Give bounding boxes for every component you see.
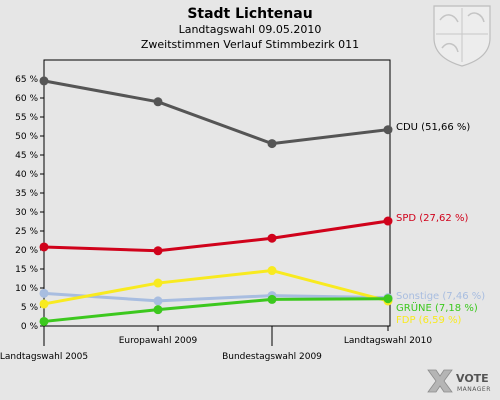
plot-frame — [43, 59, 391, 327]
y-tick-label: 5 % — [21, 303, 39, 313]
brand-name: VOTE — [456, 372, 489, 385]
data-point-cdu — [153, 97, 163, 107]
x-tick-label: Landtagswahl 2010 — [344, 336, 433, 346]
chart-subtitle-1: Landtagswahl 09.05.2010 — [179, 23, 322, 36]
series-line-gruene — [43, 297, 389, 323]
y-tick-label: 65 % — [15, 75, 38, 85]
y-tick-label: 0 % — [21, 322, 39, 332]
y-tick-label: 40 % — [15, 170, 38, 180]
y-tick-label: 35 % — [15, 189, 38, 199]
y-tick-label: 25 % — [15, 227, 38, 237]
series-label-sonstige: Sonstige (7,46 %) — [396, 291, 485, 302]
series-lines — [39, 76, 393, 326]
data-point-gruene — [39, 316, 49, 326]
y-tick-label: 10 % — [15, 284, 38, 294]
x-tick-label: Bundestagswahl 2009 — [222, 352, 322, 362]
series-line-fdp — [43, 269, 389, 306]
data-point-gruene — [153, 305, 163, 315]
x-tick-label: Europawahl 2009 — [119, 336, 198, 346]
votemanager-x-icon — [427, 369, 453, 393]
y-tick-label: 60 % — [15, 94, 38, 104]
data-point-spd — [383, 216, 393, 226]
data-point-gruene — [267, 294, 277, 304]
series-label-spd: SPD (27,62 %) — [396, 213, 468, 224]
series-line-cdu — [43, 79, 389, 146]
data-point-sonstige — [153, 296, 163, 306]
data-point-cdu — [267, 139, 277, 149]
y-tick-label: 55 % — [15, 113, 38, 123]
y-tick-label: 30 % — [15, 208, 38, 218]
data-point-sonstige — [39, 288, 49, 298]
brand-sub: MANAGER — [457, 386, 491, 393]
data-point-cdu — [39, 76, 49, 86]
series-line-sonstige — [43, 291, 389, 303]
series-line-spd — [43, 219, 389, 253]
data-point-spd — [267, 233, 277, 243]
data-point-spd — [39, 242, 49, 252]
data-point-fdp — [267, 266, 277, 276]
data-point-fdp — [153, 278, 163, 288]
chart-subtitle-2: Zweitstimmen Verlauf Stimmbezirk 011 — [141, 38, 359, 51]
data-point-spd — [153, 246, 163, 256]
coat-of-arms-icon — [433, 5, 491, 67]
y-tick-label: 20 % — [15, 246, 38, 256]
chart-title: Stadt Lichtenau — [187, 6, 312, 22]
data-point-fdp — [39, 299, 49, 309]
x-tick-label: Landtagswahl 2005 — [0, 352, 88, 362]
x-axis: Landtagswahl 2005 Europawahl 2009 Bundesta… — [0, 326, 432, 362]
y-tick-label: 15 % — [15, 265, 38, 275]
series-label-cdu: CDU (51,66 %) — [396, 122, 470, 133]
y-axis: 0 % 5 % 10 % 15 % 20 % 25 % 30 % 35 % 40 % 45 % 50… — [15, 75, 44, 332]
series-label-gruene: GRÜNE (7,18 %) — [396, 301, 478, 314]
data-point-cdu — [383, 125, 393, 135]
series-labels: CDU (51,66 %) SPD (27,62 %) Sonstige (7,46… — [396, 122, 485, 326]
y-tick-label: 50 % — [15, 132, 38, 142]
y-tick-label: 45 % — [15, 151, 38, 161]
data-point-gruene — [383, 294, 393, 304]
series-label-fdp: FDP (6,59 %) — [396, 315, 462, 326]
